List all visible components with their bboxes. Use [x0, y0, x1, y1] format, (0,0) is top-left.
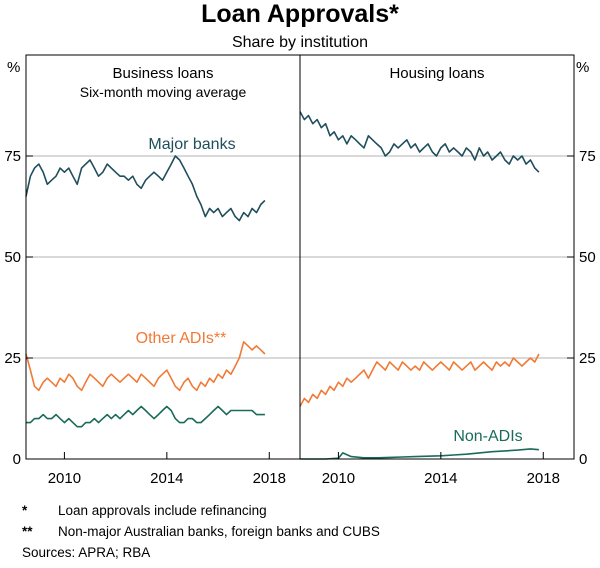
series-line-non-adis-panel-1 [300, 448, 539, 460]
x-tick-label: 2018 [253, 470, 286, 487]
footnote-text: Non-major Australian banks, foreign bank… [58, 524, 380, 539]
chart-figure: Loan Approvals* Share by institution % %… [4, 0, 595, 487]
series-line-non-adis-panel-0 [26, 405, 265, 428]
y-tick-label-left: 0 [13, 451, 21, 468]
x-tick-label: 2018 [527, 470, 560, 487]
panel-title-business: Business loans [113, 65, 214, 82]
y-tick-label-right: 75 [579, 148, 596, 165]
x-tick-label: 2010 [48, 470, 81, 487]
y-tick-label-right: 0 [579, 451, 587, 468]
chart-subtitle: Share by institution [232, 34, 368, 51]
y-tick-label-right: 50 [579, 249, 596, 266]
series-line-major-banks-panel-0 [25, 155, 266, 222]
series-line-major-banks-panel-1 [299, 111, 540, 173]
y-tick-label-left: 75 [4, 148, 21, 165]
sources: Sources: APRA; RBA [22, 545, 151, 560]
y-tick-label-left: 50 [4, 249, 21, 266]
panel-subtitle-business: Six-month moving average [80, 84, 247, 100]
y-axis-unit-left: % [7, 59, 20, 76]
x-tick-label: 2014 [424, 470, 457, 487]
label-non-adis: Non-ADIs [453, 428, 522, 445]
y-tick-label-right: 25 [579, 350, 596, 367]
x-tick-label: 2014 [150, 470, 183, 487]
axis-ticks: 0 0 25 25 50 50 75 75 2010 2014 2018 2010 2014 2018 [4, 148, 595, 487]
footnote-mark: ** [22, 524, 33, 539]
footnote-mark: * [22, 503, 28, 518]
panel-title-housing: Housing loans [389, 65, 484, 82]
y-tick-label-left: 25 [4, 350, 21, 367]
footnotes: * Loan approvals include refinancing ** … [22, 500, 380, 563]
footnote-row: * Loan approvals include refinancing [22, 500, 380, 521]
series-line-other-adis-panel-0 [25, 340, 266, 392]
label-major-banks: Major banks [148, 136, 235, 153]
y-axis-unit-right: % [576, 59, 589, 76]
x-tick-label: 2010 [322, 470, 355, 487]
footnote-row: ** Non-major Australian banks, foreign b… [22, 521, 380, 542]
label-other-adis: Other ADIs** [136, 330, 227, 347]
chart-title: Loan Approvals* [201, 0, 399, 28]
footnote-text: Loan approvals include refinancing [58, 503, 267, 518]
series-layer [25, 111, 540, 460]
series-line-other-adis-panel-1 [299, 353, 540, 407]
